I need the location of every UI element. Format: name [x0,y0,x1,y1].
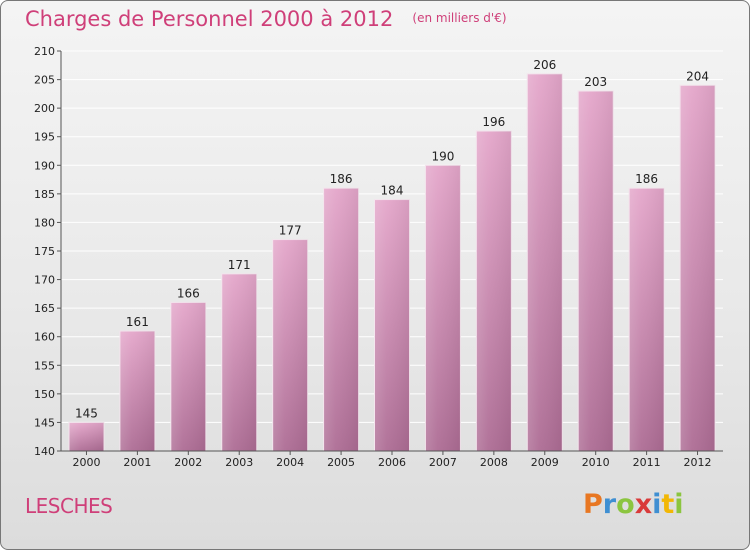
x-tick-label: 2005 [327,456,355,469]
y-tick-label: 160 [34,331,55,344]
axes [57,50,723,455]
bar-shine [374,199,410,451]
chart-title: Charges de Personnel 2000 à 2012 [25,7,394,31]
bar-value-label: 161 [126,315,149,329]
bar-value-label: 203 [584,75,607,89]
commune-name: LESCHES [25,494,113,518]
y-tick-label: 185 [34,188,55,201]
bar-shine [323,188,359,451]
logo-letter: i [652,489,662,520]
bar-value-label: 184 [381,184,404,198]
x-tick-label: 2002 [174,456,202,469]
y-tick-label: 175 [34,245,55,258]
bar-shine [119,331,155,451]
x-tick-label: 2011 [633,456,661,469]
y-tick-label: 155 [34,359,55,372]
bar-value-label: 171 [228,258,251,272]
title-row: Charges de Personnel 2000 à 2012 (en mil… [25,7,507,31]
bar-value-label: 186 [635,172,658,186]
logo-letter: i [674,489,684,520]
logo-letter: r [602,489,617,520]
bar-value-label: 204 [686,69,709,83]
bar-shine [578,91,614,451]
y-tick-label: 205 [34,74,55,87]
bar-value-label: 186 [330,172,353,186]
logo-letter: x [634,489,653,520]
bar-value-label: 166 [177,286,200,300]
bar-shine [476,131,512,451]
x-tick-label: 2001 [123,456,151,469]
x-tick-label: 2003 [225,456,253,469]
y-tick-label: 145 [34,416,55,429]
bar-shine [170,302,206,451]
bar-shine [680,85,716,452]
logo-letter: P [583,489,603,520]
proxiti-logo: Proxiti [583,489,684,520]
bar-value-label: 196 [482,115,505,129]
bar-shine [527,73,563,451]
x-tick-label: 2012 [684,456,712,469]
bar-shine [221,273,257,451]
bar-shine [425,165,461,452]
logo-letter: o [616,489,635,520]
labels: 1401451501551601651701751801851901952002… [34,45,712,469]
logo-letter: t [661,489,675,520]
y-tick-label: 165 [34,302,55,315]
bar-value-label: 190 [431,149,454,163]
y-tick-label: 180 [34,216,55,229]
x-tick-label: 2000 [72,456,100,469]
y-tick-label: 150 [34,388,55,401]
x-tick-label: 2006 [378,456,406,469]
y-tick-label: 210 [34,45,55,58]
bar-shine [272,239,308,451]
y-tick-label: 195 [34,131,55,144]
bar-value-label: 145 [75,406,98,420]
x-tick-label: 2007 [429,456,457,469]
chart-subtitle: (en milliers d'€) [412,11,507,25]
y-tick-label: 190 [34,159,55,172]
bar-value-label: 177 [279,224,302,238]
bars [68,73,716,452]
bar-shine [629,188,665,451]
y-tick-label: 140 [34,445,55,458]
bar-shine [68,422,104,451]
x-tick-label: 2008 [480,456,508,469]
y-tick-label: 200 [34,102,55,115]
bar-value-label: 206 [533,58,556,72]
x-tick-label: 2010 [582,456,610,469]
x-tick-label: 2004 [276,456,304,469]
y-tick-label: 170 [34,274,55,287]
x-tick-label: 2009 [531,456,559,469]
